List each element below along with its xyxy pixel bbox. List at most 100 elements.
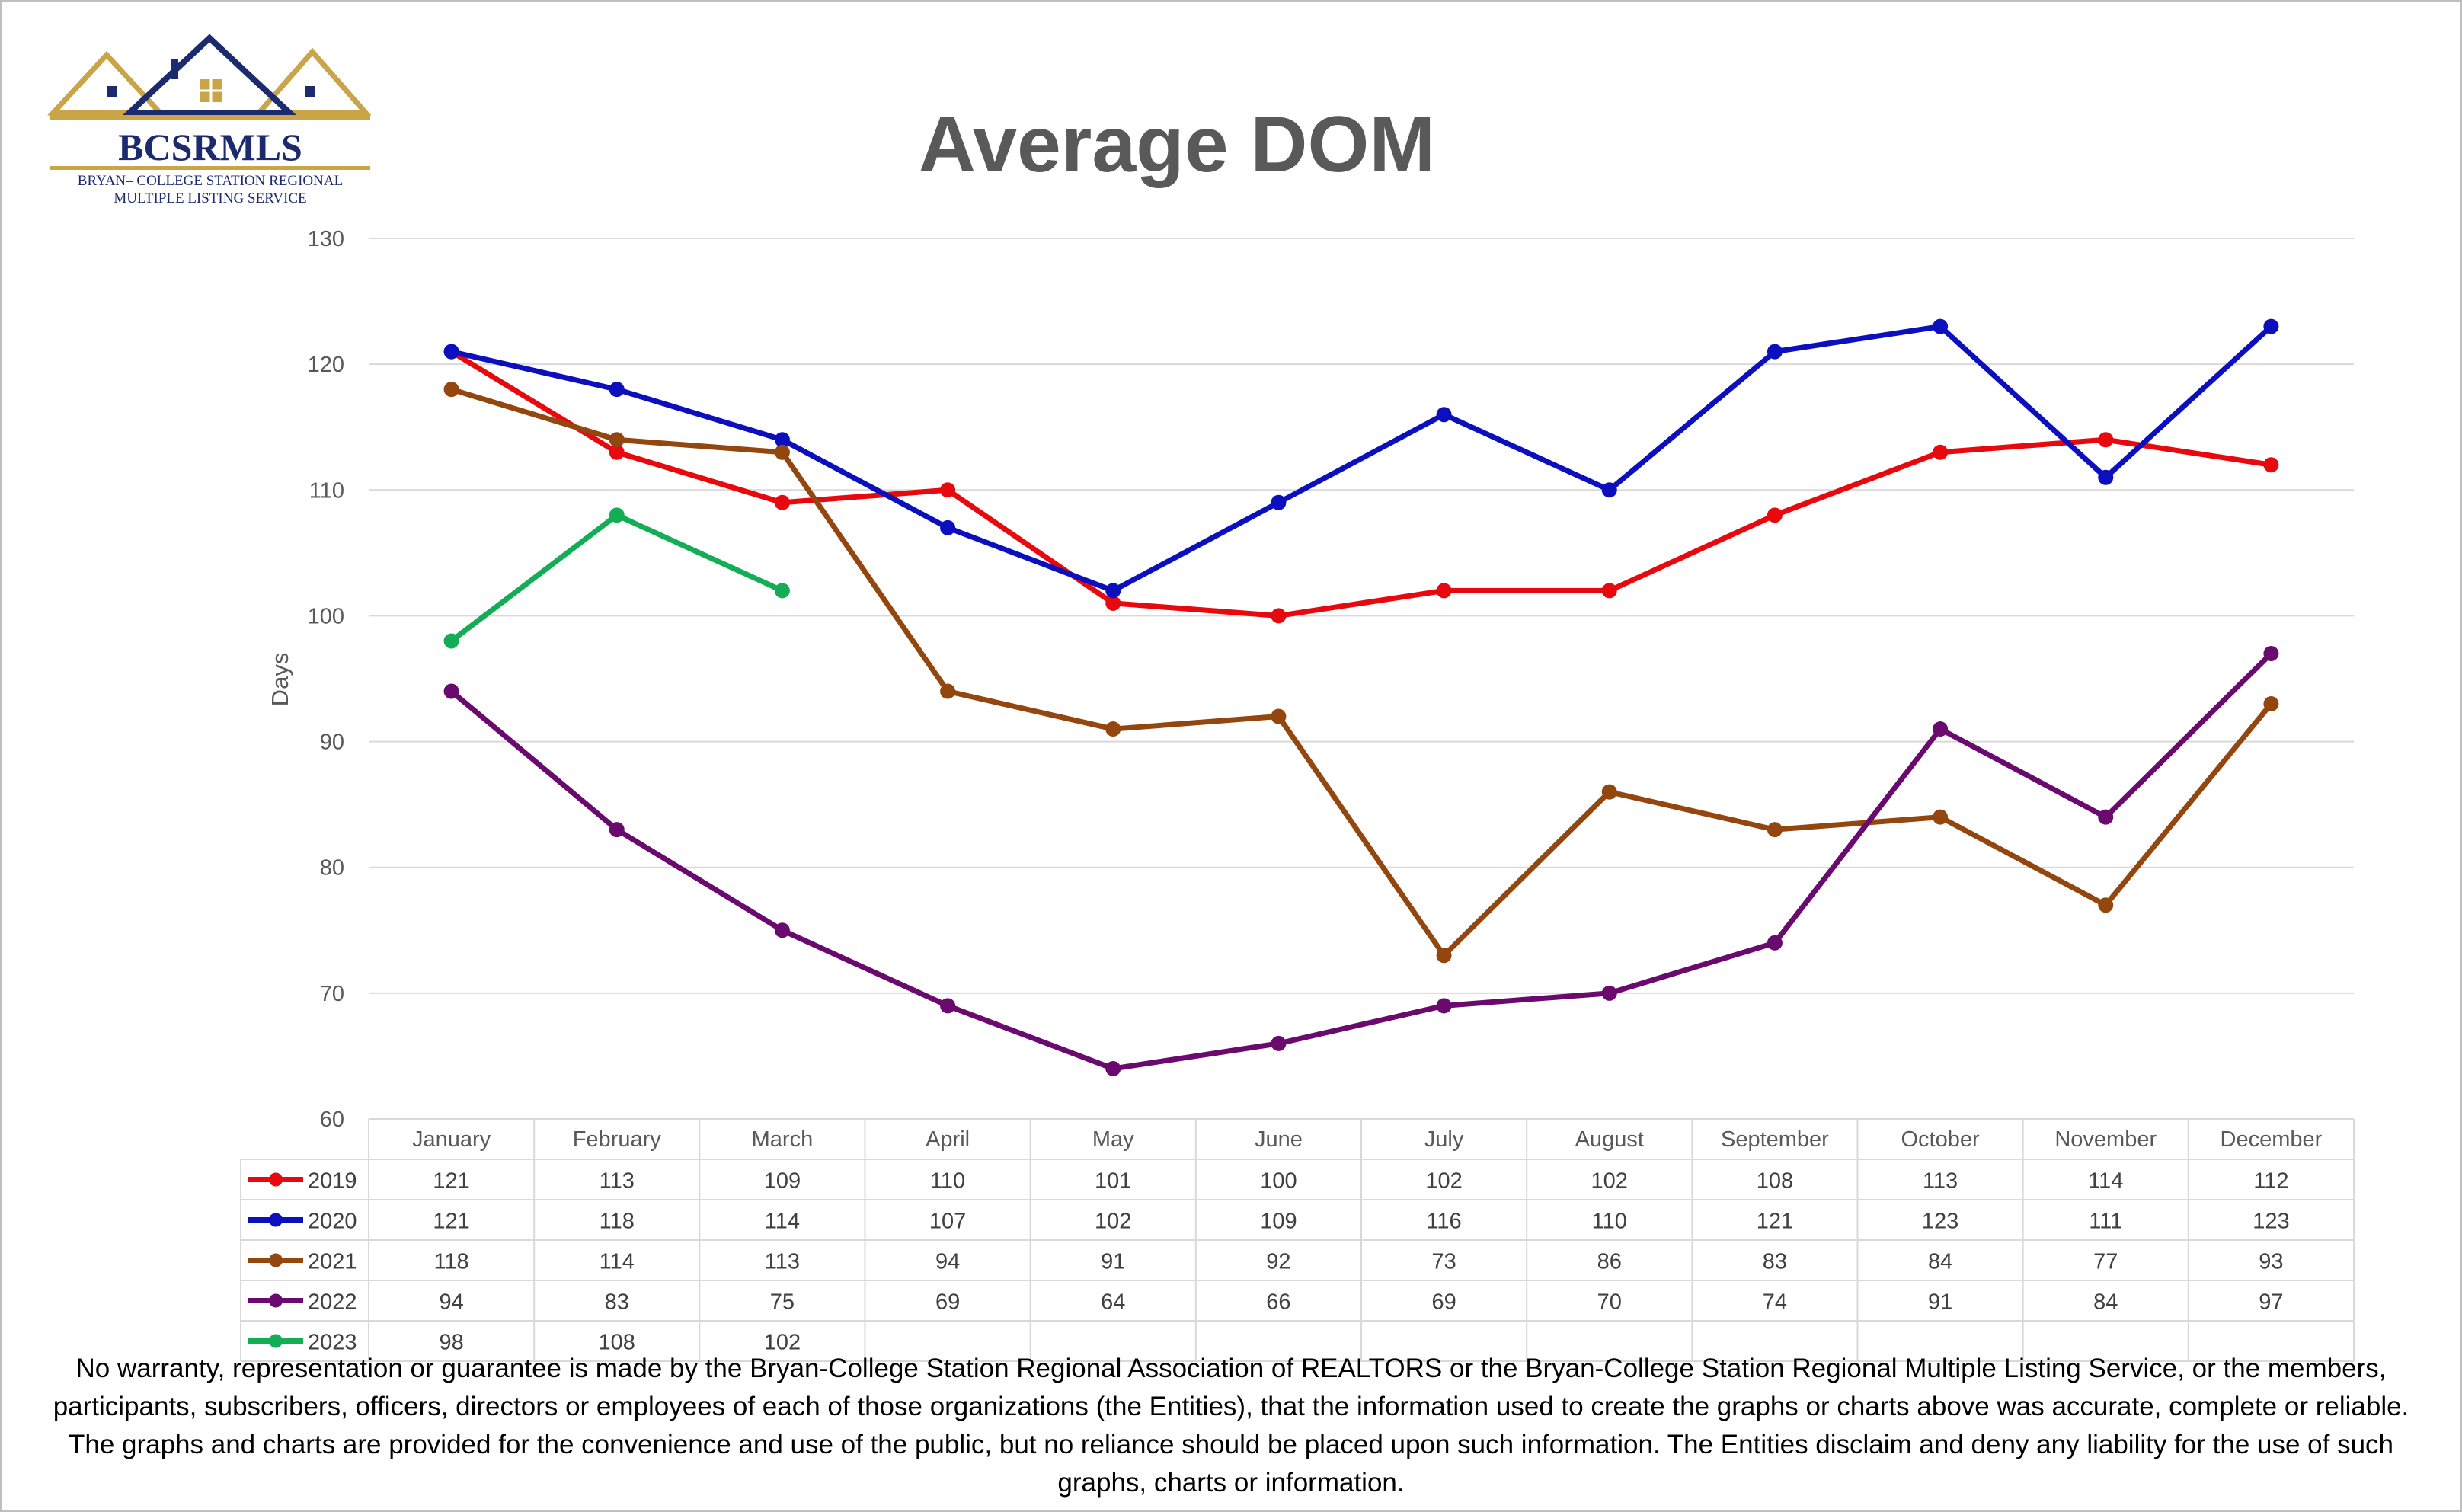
gridlines	[369, 238, 2354, 1120]
table-cell: 64	[1101, 1290, 1125, 1315]
table-cell: 91	[1928, 1290, 1952, 1315]
table-cell: 92	[1266, 1250, 1290, 1274]
data-point-2020	[1933, 318, 1949, 334]
category-label: December	[2221, 1127, 2323, 1152]
logo-line2: MULTIPLE LISTING SERVICE	[114, 190, 306, 206]
data-point-2021	[609, 432, 625, 448]
data-table: January February March April May June July Augu…	[240, 1118, 2355, 1362]
y-tick-label: 110	[309, 478, 344, 503]
data-point-2020	[2263, 318, 2279, 334]
data-point-2020	[2098, 469, 2114, 485]
table-cell: 113	[765, 1250, 800, 1274]
category-label: January	[412, 1127, 491, 1152]
table-cell: 114	[600, 1250, 635, 1274]
logo-roof-center	[121, 34, 298, 116]
table-cell: 74	[1763, 1290, 1787, 1315]
y-tick-label: 100	[308, 604, 344, 628]
data-point-2021	[2263, 696, 2279, 712]
category-label: May	[1092, 1127, 1134, 1152]
data-point-2022	[1601, 985, 1617, 1001]
table-cell: 94	[935, 1250, 960, 1274]
table-cell: 100	[1260, 1169, 1297, 1194]
logo-window-left	[107, 86, 117, 97]
category-label: July	[1424, 1127, 1464, 1152]
table-cell: 113	[600, 1169, 635, 1194]
data-point-2021	[1105, 721, 1121, 737]
data-point-2020	[1436, 407, 1452, 423]
data-point-2022	[1436, 998, 1452, 1014]
data-point-2019	[609, 444, 625, 460]
table-cell: 118	[433, 1250, 468, 1274]
table-cell: 109	[764, 1169, 801, 1194]
data-point-2021	[940, 683, 956, 699]
table-cell: 121	[433, 1210, 469, 1234]
y-axis-ticks: 60 70 80 90 100 110 120 130	[308, 227, 344, 1132]
logo-roof-left	[47, 50, 166, 116]
table-cell: 101	[1095, 1169, 1131, 1194]
series-line-2021	[449, 386, 2274, 958]
legend-label: 2020	[308, 1210, 357, 1234]
disclaimer-text: No warranty, representation or guarantee…	[53, 1354, 2409, 1498]
data-point-2019	[1271, 608, 1287, 624]
series-line-2020	[449, 324, 2274, 593]
legend-swatch-marker	[269, 1213, 283, 1227]
data-point-2020	[1601, 482, 1617, 498]
legend-swatch-marker	[269, 1253, 283, 1267]
series-line-2023	[449, 512, 785, 644]
table-cell: 110	[1592, 1210, 1627, 1234]
table-cell: 102	[1425, 1169, 1462, 1194]
data-point-2019	[774, 494, 790, 510]
table-cell: 93	[2259, 1250, 2283, 1274]
data-point-2021	[443, 382, 459, 398]
table-cell: 84	[1928, 1250, 1952, 1274]
table-cell: 121	[1757, 1210, 1793, 1234]
category-label: September	[1721, 1127, 1829, 1152]
category-label: October	[1901, 1127, 1979, 1152]
data-point-2021	[1933, 809, 1949, 825]
table-cell: 112	[2253, 1169, 2288, 1194]
data-point-2022	[1767, 935, 1783, 951]
category-label: August	[1575, 1127, 1644, 1152]
data-point-2019	[2263, 457, 2279, 473]
series-line-2019	[449, 349, 2274, 619]
table-cell: 66	[1266, 1290, 1290, 1315]
table-cell: 86	[1597, 1250, 1622, 1274]
data-point-2022	[940, 998, 956, 1014]
logo-line1: BRYAN– COLLEGE STATION REGIONAL	[78, 173, 343, 189]
data-point-2021	[1601, 784, 1617, 800]
table-cell: 83	[605, 1290, 629, 1315]
table-cell: 107	[929, 1210, 966, 1234]
table-cell: 113	[1923, 1169, 1958, 1194]
logo-rule-top	[50, 115, 370, 120]
data-point-2022	[443, 683, 459, 699]
table-cell: 94	[439, 1290, 463, 1315]
table-cell: 118	[600, 1210, 635, 1234]
category-label: March	[752, 1127, 814, 1152]
data-point-2023	[443, 633, 459, 649]
table-cell: 123	[2253, 1210, 2289, 1234]
data-point-2022	[2263, 645, 2279, 661]
table-cell: 83	[1763, 1250, 1787, 1274]
data-point-2019	[1933, 444, 1949, 460]
data-point-2020	[1271, 494, 1287, 510]
data-point-2020	[1105, 583, 1121, 599]
table-cell: 110	[930, 1169, 965, 1194]
table-cell: 123	[1922, 1210, 1958, 1234]
category-label: February	[573, 1127, 662, 1152]
table-cell: 77	[2093, 1250, 2118, 1274]
table-cell: 102	[1591, 1169, 1628, 1194]
data-point-2020	[609, 382, 625, 398]
table-cell: 108	[599, 1331, 635, 1355]
category-label: April	[926, 1127, 970, 1152]
y-tick-label: 70	[320, 982, 344, 1006]
series-lines	[443, 318, 2279, 1076]
legend-label: 2021	[308, 1250, 357, 1274]
table-cell: 121	[433, 1169, 469, 1194]
logo-window-right	[305, 86, 315, 97]
table-cell: 102	[764, 1331, 801, 1355]
data-point-2020	[443, 344, 459, 360]
y-tick-label: 120	[308, 353, 344, 377]
series-line-2022	[449, 651, 2274, 1072]
